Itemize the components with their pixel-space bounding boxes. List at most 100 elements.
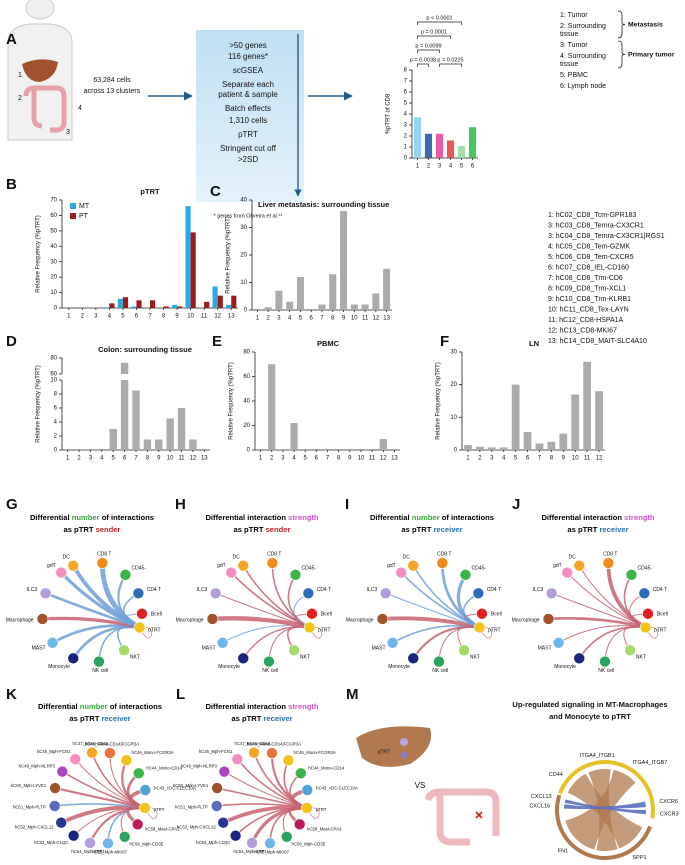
x-tick-label: 13	[383, 316, 390, 322]
bar	[468, 127, 477, 158]
node-label: hC56_Mph-CD3E	[130, 842, 164, 847]
title-part: of interactions	[100, 513, 154, 522]
x-tick-label: 9	[157, 456, 161, 462]
cell-node	[120, 754, 133, 767]
cell-node	[119, 569, 132, 581]
y-tick-label: 20	[243, 423, 250, 429]
x-tick-label: 12	[190, 456, 197, 462]
chord-label: CXCR3	[660, 811, 679, 817]
y-tick-label: 30	[240, 225, 247, 231]
pipeline-step: 1,310 cells	[229, 116, 267, 125]
title-part: as pTRT	[231, 714, 263, 723]
cell-node	[217, 816, 230, 829]
x-tick-label: 2	[81, 314, 85, 320]
x-tick-label: 4	[292, 456, 296, 462]
panel-label: D	[6, 333, 17, 350]
node-label: NKT	[470, 655, 480, 661]
y-tick-label: 20	[50, 275, 57, 281]
bar	[583, 361, 591, 450]
node-label: hC54_Mph-SPP1	[71, 849, 105, 854]
cell-node	[561, 566, 574, 579]
interaction-edge	[385, 592, 480, 628]
interaction-edge	[623, 574, 646, 629]
y-tick-label: 80	[243, 350, 250, 356]
node-label: Monocyte	[388, 664, 410, 670]
cell-node	[133, 621, 146, 634]
bar	[361, 304, 369, 310]
bar	[547, 441, 556, 450]
x-tick-label: 13	[228, 314, 235, 320]
y-tick-label: 30	[450, 350, 457, 356]
interaction-edge	[400, 572, 480, 629]
panel-label: L	[176, 686, 185, 703]
node-label: gdT	[553, 563, 562, 569]
cell-node	[376, 613, 389, 625]
x-tick-label: 5	[121, 314, 125, 320]
x-tick-label: 6	[471, 164, 475, 170]
cell-node	[293, 818, 306, 831]
x-tick-label: 1	[416, 164, 420, 170]
cell-node	[602, 557, 615, 569]
panel-title: and Monocyte to pTRT	[549, 712, 631, 721]
node-label: CD8 T	[267, 552, 281, 558]
chart-title: Colon: surrounding tissue	[98, 345, 192, 354]
panel-label: A	[6, 31, 17, 48]
title-part: Differential interaction	[541, 513, 624, 522]
bar	[340, 211, 348, 310]
node-label: CD45-	[131, 565, 146, 571]
node-label: Monocyte	[218, 664, 240, 670]
node-label: MAST	[32, 646, 46, 652]
title-part: receiver	[263, 714, 292, 723]
title-part: as pTRT	[234, 525, 266, 534]
cell-node	[573, 559, 586, 572]
node-label: hC56_Mph-CD3E	[292, 842, 326, 847]
cell-node	[225, 566, 238, 579]
y-tick-label: 20	[450, 382, 457, 388]
legend-text: tissue	[560, 61, 578, 68]
chord-label: ITGA4_ITGB7	[633, 760, 668, 766]
significance-bracket	[417, 35, 451, 39]
cell-node	[132, 767, 145, 780]
x-tick-label: 8	[337, 456, 341, 462]
y-tick-label: 4	[404, 112, 408, 118]
footnote: * genes from Oliveira et al.¹⁴	[214, 212, 284, 219]
node-label: hC46_Mono-FCGR3A	[294, 750, 336, 755]
x-tick-label: 8	[162, 314, 166, 320]
chord-label: FN1	[558, 848, 568, 854]
cluster-name: 1: hC02_CD8_Tcm-GPR183	[548, 212, 636, 219]
cell-node	[118, 644, 130, 657]
node-label: hC51_Mph-PLTP	[175, 805, 208, 810]
y-axis-label: Relative Frequency (%pTRT)	[226, 216, 232, 294]
legend-text: 3: Tumor	[560, 42, 588, 49]
node-label: DC	[569, 555, 577, 561]
x-tick-label: 3	[277, 316, 281, 322]
legend-label: MT	[79, 203, 90, 210]
x-tick-label: 11	[362, 316, 369, 322]
cell-node	[386, 636, 399, 649]
bar	[559, 433, 568, 450]
interaction-edge	[548, 616, 646, 629]
x-tick-label: 11	[201, 314, 208, 320]
legend-text: 4: Surrounding	[560, 53, 606, 60]
cell-node	[472, 587, 485, 600]
chord-ribbon	[564, 801, 646, 810]
title-part: number	[72, 513, 100, 522]
self-loop	[144, 807, 158, 819]
node-label: Macrophage	[176, 618, 204, 624]
cell-node	[49, 782, 61, 794]
cluster-name: 6: hC07_CD8_IEL-CD160	[548, 264, 629, 271]
y-tick-label: 0	[404, 156, 408, 162]
node-label: CD4 T	[317, 587, 331, 593]
self-loop	[139, 626, 153, 639]
pipeline-box	[196, 30, 304, 202]
cell-node	[573, 652, 586, 665]
x-tick-label: 6	[310, 316, 314, 322]
cell-node	[436, 557, 449, 569]
node-label: Monocyte	[48, 664, 70, 670]
panel-title: as pTRT receiver	[401, 525, 462, 534]
cell-node	[395, 566, 408, 579]
panel-title: Up-regulated signaling in MT-Macrophages	[512, 700, 667, 709]
title-part: as pTRT	[567, 525, 599, 534]
panel-title: Differential interaction strength	[541, 513, 654, 522]
cell-node	[638, 587, 651, 600]
